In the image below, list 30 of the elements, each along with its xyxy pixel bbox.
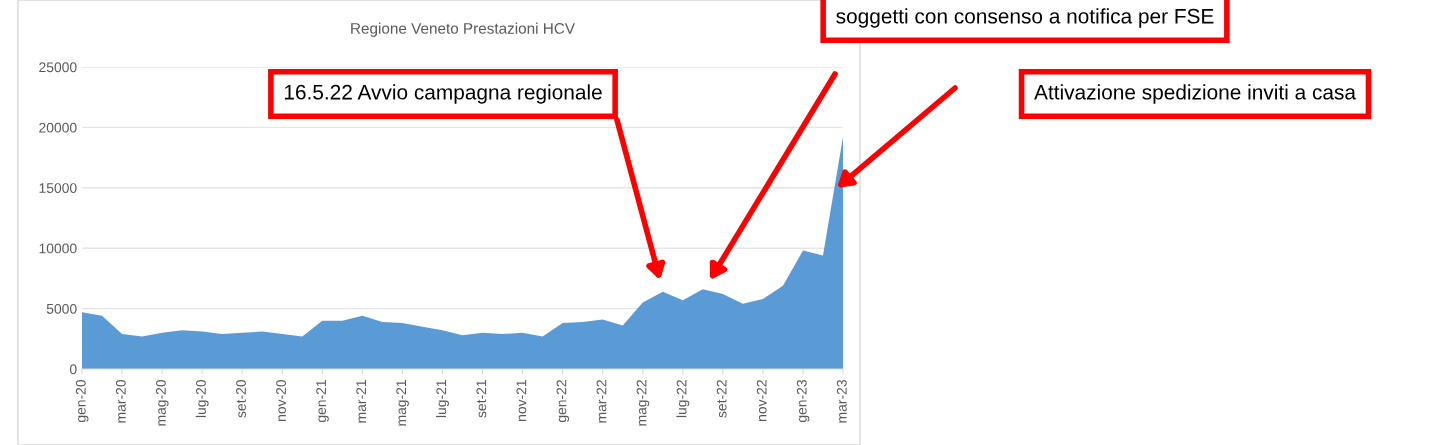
y-tick-label: 20000 bbox=[39, 122, 77, 133]
annotation: 16.5.22 Avvio campagna regionale bbox=[284, 84, 602, 104]
x-tick-label: set-20 bbox=[236, 379, 246, 418]
y-tick-label: 25000 bbox=[39, 62, 77, 73]
x-tick-label: mag-20 bbox=[156, 379, 169, 426]
y-tick-label: 15000 bbox=[39, 183, 77, 193]
x-tick-label: lug-21 bbox=[436, 380, 449, 418]
x-tick-label: lug-22 bbox=[676, 380, 690, 418]
x-tick-label: gen-20 bbox=[75, 379, 89, 423]
text: Attivazione spedizione inviti a casa bbox=[1034, 84, 1356, 104]
x-tick-label: gen-21 bbox=[316, 380, 329, 423]
x-tick-label: mag-21 bbox=[396, 380, 409, 426]
x-tick-label: set-22 bbox=[716, 380, 727, 418]
x-tick-label: mag-22 bbox=[636, 380, 650, 426]
y-tick-label: 5000 bbox=[46, 303, 77, 314]
x-tick-label: lug-20 bbox=[195, 379, 209, 418]
x-tick-label: mar-20 bbox=[115, 379, 126, 423]
chart-title: Regione Veneto Prestazioni HCV bbox=[351, 22, 575, 37]
x-tick-label: set-21 bbox=[476, 380, 487, 418]
x-tick-label: gen-22 bbox=[556, 380, 570, 423]
y-tick-label: 0 bbox=[69, 364, 77, 375]
x-tick-label: nov-20 bbox=[276, 379, 286, 421]
x-tick-label: mar-21 bbox=[356, 380, 367, 423]
x-tick-label: nov-22 bbox=[756, 380, 767, 421]
x-tick-label: gen-23 bbox=[796, 380, 810, 423]
text: soggetti con consenso a notifica per FSE bbox=[836, 8, 1214, 28]
x-tick-label: mar-22 bbox=[596, 380, 607, 423]
x-tick-label: mar-23 bbox=[836, 380, 847, 423]
y-tick-label: 10000 bbox=[39, 243, 77, 254]
x-tick-label: nov-21 bbox=[516, 380, 527, 421]
